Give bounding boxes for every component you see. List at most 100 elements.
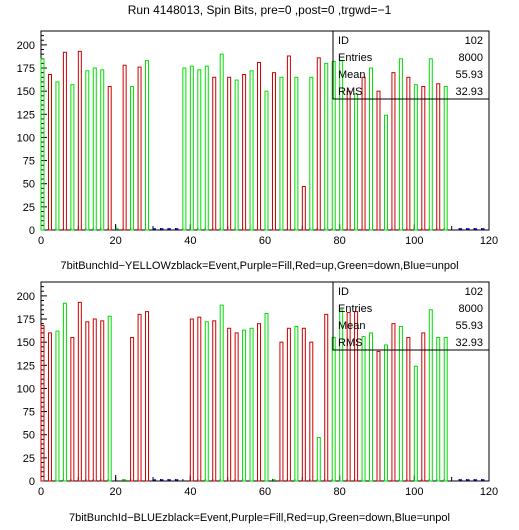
red-bar bbox=[286, 55, 291, 231]
green-bar bbox=[294, 325, 299, 482]
x-tick-label: 20 bbox=[110, 486, 122, 498]
blue-histogram-caption: 7bitBunchId−BLUEzblack=Event,Purple=Fill… bbox=[69, 512, 450, 524]
red-bar bbox=[436, 83, 441, 231]
y-tick-label: 150 bbox=[17, 86, 35, 98]
green-bar bbox=[130, 86, 135, 231]
red-bar bbox=[257, 61, 262, 231]
green-bar bbox=[249, 327, 254, 482]
stats-value: 55.93 bbox=[455, 69, 483, 81]
green-bar bbox=[242, 329, 247, 482]
red-bar bbox=[92, 318, 97, 482]
x-tick-label: 60 bbox=[259, 486, 271, 498]
stats-box: ID 102 Entries 8000 Mean 55.93 RMS 32.93 bbox=[332, 30, 490, 100]
green-bar bbox=[361, 336, 366, 482]
green-bar bbox=[369, 67, 374, 231]
stats-value: 32.93 bbox=[455, 86, 483, 98]
stats-frame bbox=[332, 281, 490, 351]
green-bar bbox=[369, 332, 374, 482]
green-bar bbox=[234, 79, 239, 231]
green-bar bbox=[428, 58, 433, 231]
green-bar bbox=[443, 337, 448, 482]
red-bar bbox=[62, 51, 67, 231]
red-bar bbox=[346, 90, 351, 231]
y-tick-label: 200 bbox=[17, 291, 35, 303]
green-bar bbox=[189, 65, 194, 231]
green-bar bbox=[264, 312, 269, 482]
y-tick-label: 125 bbox=[17, 109, 35, 121]
stats-label: Mean bbox=[338, 320, 366, 332]
green-bar bbox=[398, 58, 403, 231]
stats-value: 55.93 bbox=[455, 320, 483, 332]
green-bar bbox=[279, 76, 284, 231]
y-tick-label: 50 bbox=[23, 179, 35, 191]
y-tick-label: 150 bbox=[17, 337, 35, 349]
green-bar bbox=[383, 344, 388, 482]
red-bar bbox=[70, 337, 75, 482]
green-bar bbox=[339, 309, 344, 482]
green-bar bbox=[219, 304, 224, 482]
red-bar bbox=[100, 320, 105, 482]
blue-bunch-histogram: 0 25 50 75 100 125 150 175 200 0 20 40 60 80 100 120 ID 1… bbox=[17, 281, 498, 498]
red-bar bbox=[286, 327, 291, 482]
stats-label: Mean bbox=[338, 69, 366, 81]
green-bar bbox=[182, 67, 187, 231]
red-bar bbox=[346, 312, 351, 482]
green-bar bbox=[331, 337, 336, 482]
stats-frame bbox=[332, 30, 490, 100]
red-bar bbox=[137, 66, 142, 231]
green-bar bbox=[413, 84, 418, 231]
y-tick-label: 200 bbox=[17, 40, 35, 52]
x-tick-label: 100 bbox=[405, 235, 423, 247]
y-tick-label: 75 bbox=[23, 156, 35, 168]
red-bar bbox=[376, 350, 381, 482]
y-tick-label: 175 bbox=[17, 314, 35, 326]
green-bar bbox=[339, 60, 344, 231]
x-tick-label: 20 bbox=[110, 235, 122, 247]
red-bar bbox=[122, 64, 127, 231]
green-bar bbox=[324, 62, 329, 231]
yellow-bunch-histogram: 0 25 50 75 100 125 150 175 200 0 20 40 60 80 100 120 ID 1… bbox=[17, 30, 498, 247]
stats-label: ID bbox=[338, 286, 349, 298]
green-bar bbox=[92, 67, 97, 231]
red-bar bbox=[301, 185, 306, 231]
green-bar bbox=[85, 70, 90, 231]
green-bar bbox=[204, 321, 209, 482]
red-bar bbox=[361, 76, 366, 231]
y-tick-label: 0 bbox=[29, 476, 35, 488]
green-bar bbox=[40, 58, 45, 231]
green-bar bbox=[70, 84, 75, 231]
red-bar bbox=[301, 327, 306, 482]
stats-label: Entries bbox=[338, 52, 373, 64]
red-bar bbox=[77, 301, 82, 482]
red-bar bbox=[242, 74, 247, 231]
green-bar bbox=[100, 69, 105, 231]
x-tick-label: 80 bbox=[334, 235, 346, 247]
red-bar bbox=[234, 332, 239, 482]
x-tick-label: 0 bbox=[38, 486, 44, 498]
y-tick-label: 0 bbox=[29, 225, 35, 237]
red-bar bbox=[130, 337, 135, 482]
yellow-histogram-caption: 7bitBunchId−YELLOWzblack=Event,Purple=Fi… bbox=[60, 260, 459, 272]
y-tick-label: 100 bbox=[17, 132, 35, 144]
green-bar bbox=[294, 76, 299, 231]
x-tick-label: 40 bbox=[184, 235, 196, 247]
green-bar bbox=[249, 70, 254, 231]
red-bar bbox=[107, 86, 112, 231]
green-bar bbox=[354, 93, 359, 231]
green-bar bbox=[62, 302, 67, 482]
x-tick-label: 0 bbox=[38, 235, 44, 247]
y-tick-label: 100 bbox=[17, 383, 35, 395]
y-tick-label: 175 bbox=[17, 63, 35, 75]
stats-label: ID bbox=[338, 35, 349, 47]
red-bar bbox=[376, 90, 381, 231]
red-bar bbox=[279, 341, 284, 482]
stats-box: ID 102 Entries 8000 Mean 55.93 RMS 32.93 bbox=[332, 281, 490, 351]
green-bar bbox=[55, 81, 60, 231]
green-bar bbox=[219, 53, 224, 231]
red-bar bbox=[391, 323, 396, 482]
red-bar bbox=[137, 313, 142, 482]
y-tick-label: 25 bbox=[23, 453, 35, 465]
green-bar bbox=[331, 61, 336, 231]
y-tick-label: 125 bbox=[17, 360, 35, 372]
